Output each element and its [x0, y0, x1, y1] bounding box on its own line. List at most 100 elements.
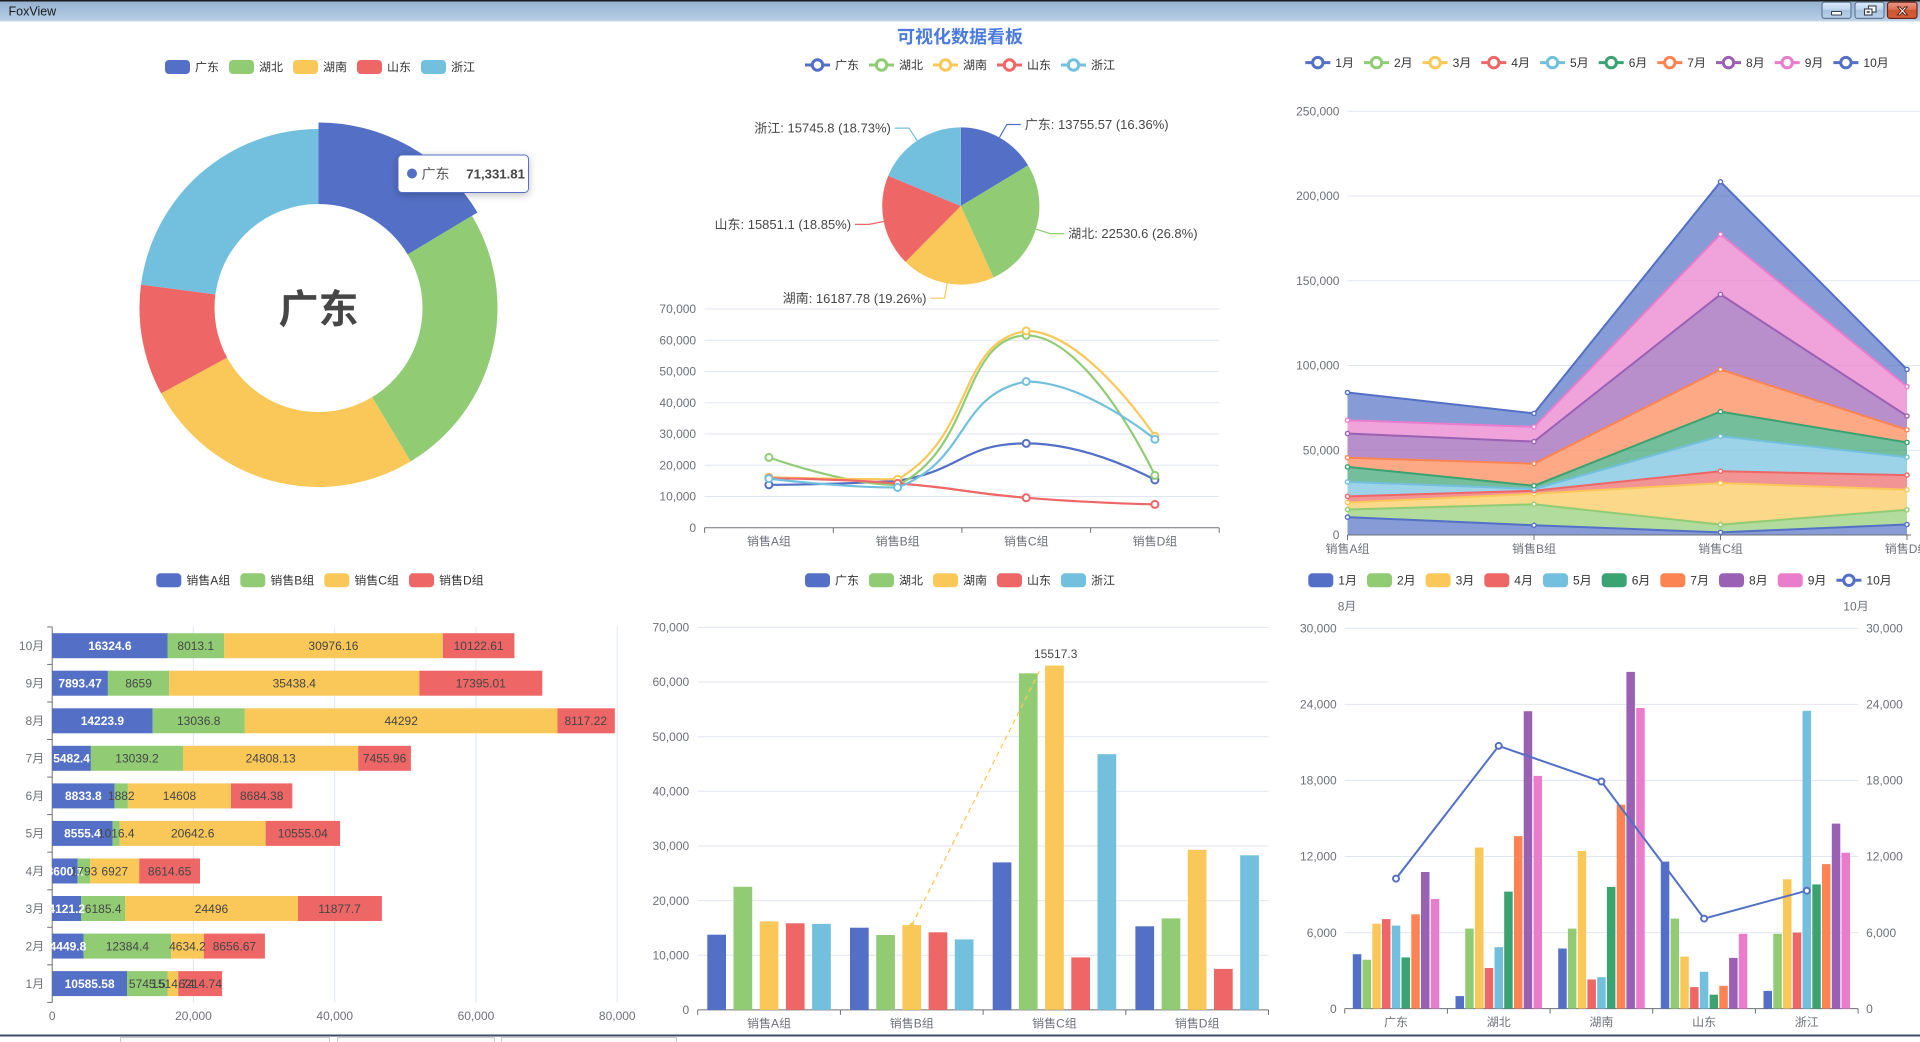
- svg-text:3: 3: [1456, 574, 1463, 588]
- svg-text:40,000: 40,000: [653, 785, 690, 799]
- svg-text:10585.58: 10585.58: [65, 977, 115, 991]
- svg-text:12384.4: 12384.4: [106, 939, 150, 953]
- svg-text:6: 6: [26, 789, 33, 803]
- svg-text:24,000: 24,000: [1300, 698, 1337, 712]
- svg-text:C: C: [1722, 542, 1731, 556]
- svg-text:50,000: 50,000: [653, 730, 690, 744]
- svg-text:3: 3: [1453, 56, 1460, 70]
- svg-text:5: 5: [1570, 56, 1577, 70]
- svg-text:: 15851.1 (18.85%): : 15851.1 (18.85%): [741, 217, 852, 232]
- svg-text:60,000: 60,000: [659, 334, 696, 348]
- svg-text:11877.7: 11877.7: [318, 902, 361, 916]
- svg-text:7: 7: [1687, 56, 1694, 70]
- svg-text:24,000: 24,000: [1866, 698, 1903, 712]
- svg-text:60,000: 60,000: [653, 675, 690, 689]
- svg-text:: 15745.8 (18.73%): : 15745.8 (18.73%): [780, 121, 891, 136]
- svg-text:12,000: 12,000: [1300, 850, 1337, 864]
- svg-text:8: 8: [1338, 599, 1345, 613]
- svg-text:18,000: 18,000: [1866, 774, 1903, 788]
- svg-text:1793: 1793: [71, 864, 98, 878]
- svg-text:4: 4: [1511, 56, 1518, 70]
- svg-text:A: A: [210, 574, 218, 588]
- svg-text:4449.8: 4449.8: [50, 939, 87, 953]
- svg-text:250,000: 250,000: [1296, 104, 1340, 118]
- svg-text:30,000: 30,000: [659, 427, 696, 441]
- svg-text:50,000: 50,000: [659, 365, 696, 379]
- svg-text:5745.5: 5745.5: [129, 977, 166, 991]
- svg-text:6185.4: 6185.4: [85, 902, 122, 916]
- svg-text:10: 10: [1863, 56, 1877, 70]
- svg-text:A: A: [771, 1017, 779, 1031]
- svg-text:20,000: 20,000: [659, 459, 696, 473]
- svg-text:14608: 14608: [163, 789, 197, 803]
- svg-text:0: 0: [1866, 1002, 1873, 1016]
- svg-text:8684.38: 8684.38: [240, 789, 284, 803]
- svg-text:9: 9: [1808, 574, 1815, 588]
- svg-text:10,000: 10,000: [659, 490, 696, 504]
- svg-text:13036.8: 13036.8: [177, 714, 221, 728]
- svg-text:6: 6: [1632, 574, 1639, 588]
- svg-text:16324.6: 16324.6: [88, 639, 132, 653]
- svg-text:30,000: 30,000: [1866, 622, 1903, 636]
- svg-text:10: 10: [1843, 599, 1857, 613]
- svg-text:10: 10: [1866, 574, 1880, 588]
- svg-text:0: 0: [683, 1003, 690, 1017]
- svg-text:13039.2: 13039.2: [115, 752, 159, 766]
- svg-text:5: 5: [1573, 574, 1580, 588]
- svg-text:20,000: 20,000: [653, 894, 690, 908]
- svg-text:5482.4: 5482.4: [53, 752, 90, 766]
- svg-text:0: 0: [689, 521, 696, 535]
- svg-text:: 13755.57 (16.36%): : 13755.57 (16.36%): [1051, 117, 1169, 132]
- svg-text:4634.2: 4634.2: [169, 939, 206, 953]
- svg-text:A: A: [771, 535, 779, 549]
- svg-text:10: 10: [19, 639, 33, 653]
- svg-text:150,000: 150,000: [1296, 274, 1340, 288]
- svg-text:70,000: 70,000: [653, 621, 690, 635]
- svg-text:C: C: [1056, 1017, 1065, 1031]
- svg-text:50,000: 50,000: [1303, 443, 1340, 457]
- svg-text:8555.4: 8555.4: [64, 827, 101, 841]
- svg-text:6: 6: [1629, 56, 1636, 70]
- svg-text:1: 1: [26, 977, 33, 991]
- svg-text:40,000: 40,000: [316, 1009, 353, 1023]
- svg-text:15517.3: 15517.3: [1034, 647, 1078, 661]
- svg-text:12,000: 12,000: [1866, 850, 1903, 864]
- svg-text:8: 8: [1749, 574, 1756, 588]
- svg-text:8117.22: 8117.22: [565, 714, 608, 728]
- svg-text:0: 0: [49, 1009, 56, 1023]
- svg-text:7: 7: [1690, 574, 1697, 588]
- svg-text:40,000: 40,000: [659, 396, 696, 410]
- svg-text:35438.4: 35438.4: [273, 677, 317, 691]
- svg-text:4121.2: 4121.2: [48, 902, 85, 916]
- svg-text:14223.9: 14223.9: [81, 714, 125, 728]
- svg-text:6,000: 6,000: [1866, 926, 1896, 940]
- svg-text:8659: 8659: [125, 677, 152, 691]
- svg-text:0: 0: [1330, 1002, 1337, 1016]
- svg-text:80,000: 80,000: [599, 1009, 636, 1023]
- svg-text:4: 4: [1514, 574, 1521, 588]
- svg-text:FoxView: FoxView: [9, 5, 58, 19]
- svg-text:6,000: 6,000: [1307, 926, 1337, 940]
- svg-text:4: 4: [26, 864, 33, 878]
- svg-text:6214.74: 6214.74: [179, 977, 223, 991]
- svg-text:7893.47: 7893.47: [58, 677, 102, 691]
- svg-text:3600.1: 3600.1: [47, 864, 84, 878]
- svg-text:8013.1: 8013.1: [177, 639, 214, 653]
- svg-text:30,000: 30,000: [1300, 622, 1337, 636]
- svg-text:6927: 6927: [101, 864, 128, 878]
- svg-text:18,000: 18,000: [1300, 774, 1337, 788]
- svg-text:2: 2: [26, 939, 33, 953]
- svg-text:D: D: [463, 574, 472, 588]
- svg-text:D: D: [1157, 535, 1166, 549]
- svg-text:1: 1: [1338, 574, 1345, 588]
- svg-text:9: 9: [1805, 56, 1812, 70]
- svg-text:2: 2: [1397, 574, 1404, 588]
- svg-text:C: C: [378, 574, 387, 588]
- svg-text:10,000: 10,000: [653, 949, 690, 963]
- svg-text:1016.4: 1016.4: [98, 827, 135, 841]
- svg-text:B: B: [1536, 542, 1544, 556]
- svg-text:9: 9: [26, 677, 33, 691]
- svg-text:7: 7: [26, 752, 33, 766]
- svg-text:: 22530.6 (26.8%): : 22530.6 (26.8%): [1094, 226, 1197, 241]
- svg-text:D: D: [1199, 1017, 1208, 1031]
